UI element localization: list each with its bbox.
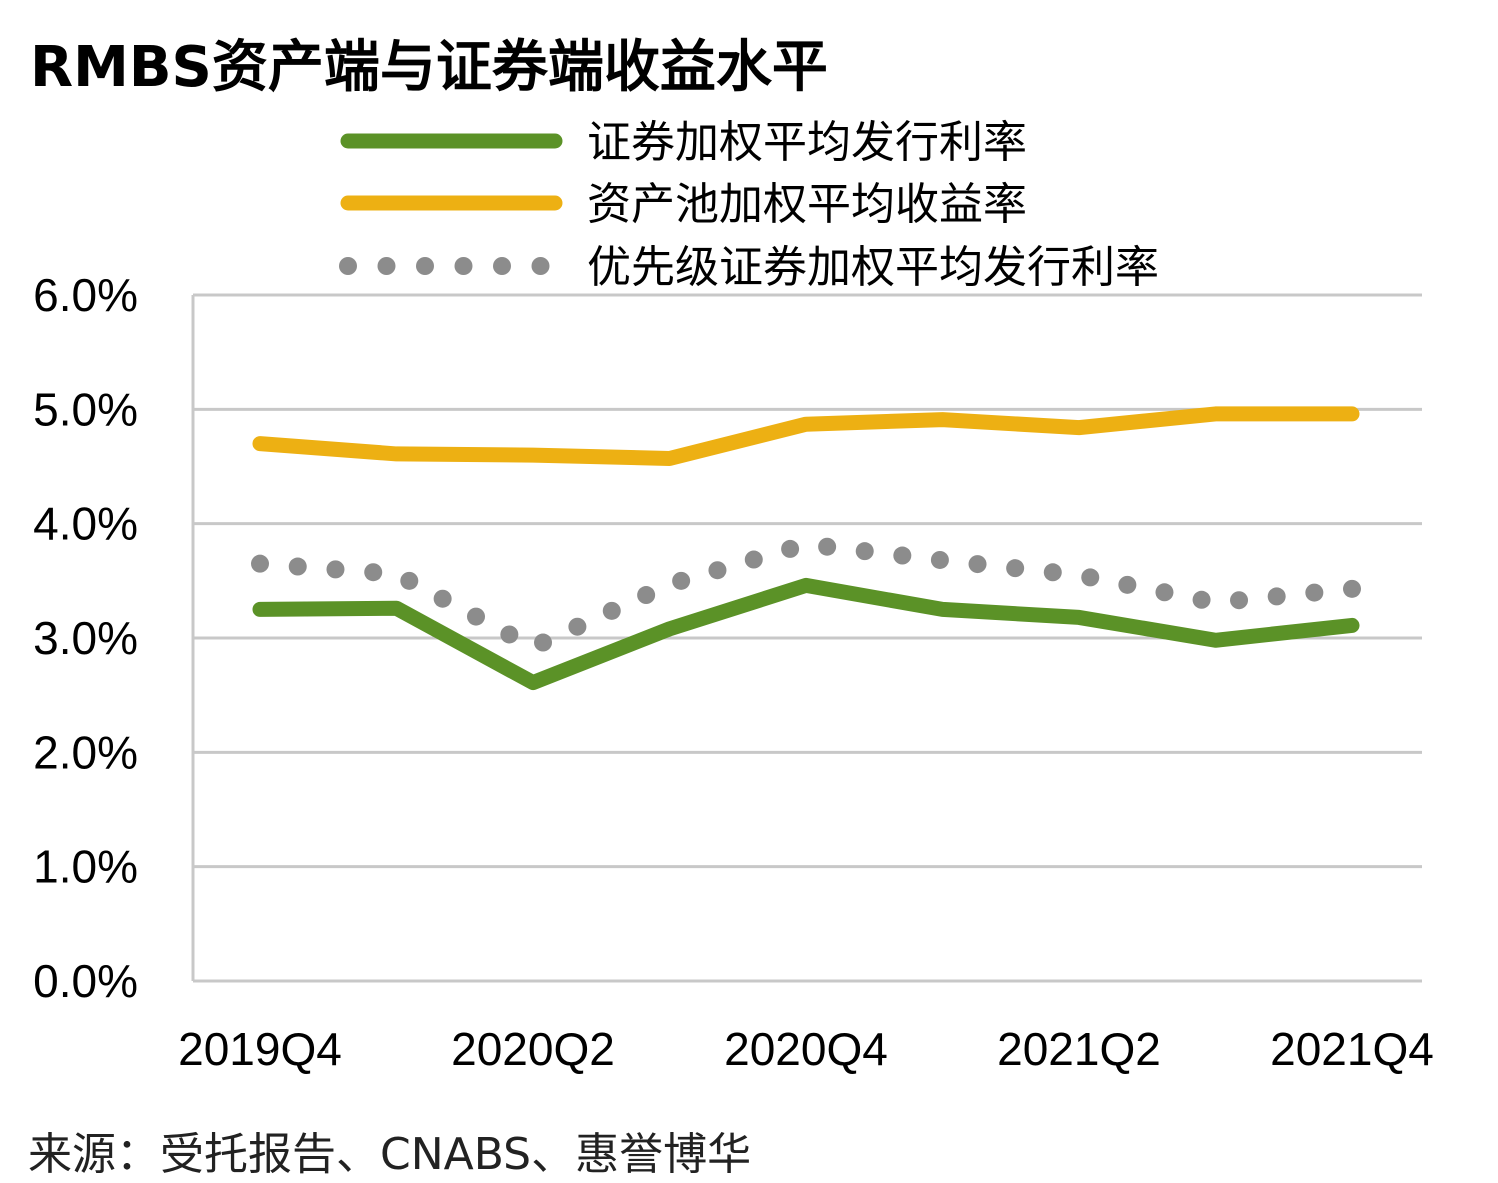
x-tick-label: 2019Q4 [178, 1023, 342, 1075]
x-tick-label: 2021Q4 [1270, 1023, 1434, 1075]
series-line [252, 577, 1360, 691]
series-point-dot [1006, 559, 1025, 578]
legend-swatch-dot [339, 257, 357, 275]
series-point-dot [364, 563, 383, 582]
y-tick-label: 5.0% [33, 383, 138, 435]
x-axis-tick-labels: 2019Q4 2020Q2 2020Q4 2021Q2 2021Q4 [178, 1023, 1434, 1075]
series-point-dot [930, 550, 949, 569]
series-point-dot [1155, 583, 1174, 602]
legend-swatch-dot [493, 257, 511, 275]
series-point-dot [672, 571, 691, 590]
series-point-dot [1230, 591, 1249, 610]
series-point-dot [708, 561, 727, 580]
series-point-dot [534, 633, 553, 652]
y-tick-label: 2.0% [33, 726, 138, 778]
y-tick-label: 0.0% [33, 955, 138, 1007]
series-point-dot [1081, 568, 1100, 587]
series-point-dot [602, 601, 621, 620]
series-point-dot [781, 539, 800, 558]
source-note: 来源：受托报告、CNABS、惠誉博华 [28, 1129, 752, 1180]
legend-label: 资产池加权平均收益率 [587, 179, 1027, 230]
series-point-dot [400, 571, 419, 590]
series-point-dot [467, 607, 486, 626]
series-point-dot [1305, 583, 1324, 602]
legend-label: 优先级证券加权平均发行利率 [587, 242, 1159, 293]
series-point-dot [1118, 575, 1137, 594]
legend-swatch-dot [416, 257, 434, 275]
x-tick-label: 2020Q2 [451, 1023, 615, 1075]
x-tick-label: 2021Q2 [997, 1023, 1161, 1075]
y-tick-label: 4.0% [33, 498, 138, 550]
series-point-dot [1043, 563, 1062, 582]
series-point-dot [1267, 587, 1286, 606]
line-chart: 0.0% 1.0% 2.0% 3.0% 4.0% 5.0% 6.0% 2019Q4 2020Q… [33, 117, 1434, 1075]
series-point-dot [433, 589, 452, 608]
series-point-dot [1343, 579, 1361, 598]
series-point-dot [637, 586, 656, 605]
series-point-dot [326, 560, 345, 579]
series-point-dot [568, 617, 587, 636]
series-point-dot [818, 537, 837, 556]
series-point-dot [1192, 590, 1211, 609]
series-point-dot [288, 557, 307, 576]
legend-swatch-dot [531, 257, 550, 275]
y-tick-label: 6.0% [33, 269, 138, 321]
x-tick-label: 2020Q4 [724, 1023, 888, 1075]
series-point-dot [968, 555, 987, 574]
series-point-dot [500, 625, 519, 644]
series-point-dot [251, 554, 269, 573]
series-lines [251, 406, 1361, 691]
series-point-dot [893, 546, 912, 565]
series-point-dot [855, 542, 874, 561]
y-tick-label: 3.0% [33, 612, 138, 664]
chart-title: RMBS资产端与证券端收益水平 [30, 35, 828, 100]
legend-swatch-dot [377, 257, 396, 275]
y-axis-tick-labels: 0.0% 1.0% 2.0% 3.0% 4.0% 5.0% 6.0% [33, 269, 138, 1007]
legend-swatch-dot [454, 257, 473, 275]
series-line [252, 406, 1360, 466]
series-point-dot [744, 550, 763, 569]
y-tick-label: 1.0% [33, 841, 138, 893]
legend-label: 证券加权平均发行利率 [587, 117, 1027, 168]
